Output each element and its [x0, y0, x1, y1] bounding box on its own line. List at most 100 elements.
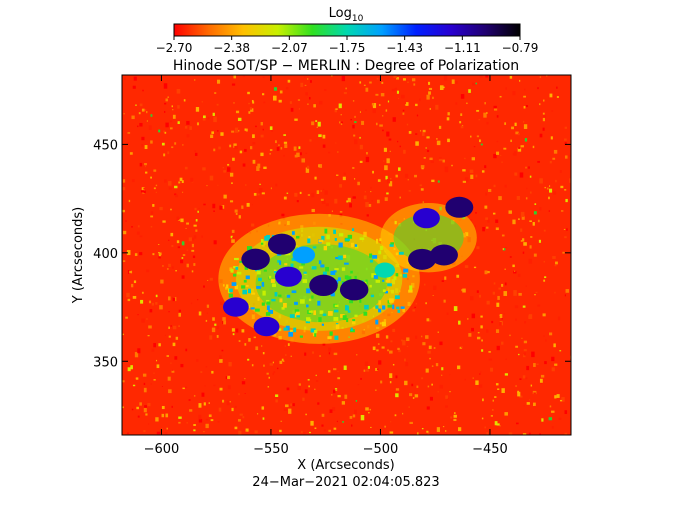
noise-speck	[227, 163, 230, 166]
noise-speck	[569, 178, 571, 183]
noise-speck	[464, 265, 469, 268]
noise-speck	[234, 405, 237, 409]
noise-speck	[332, 407, 336, 412]
noise-speck	[485, 192, 488, 196]
noise-speck	[163, 130, 165, 133]
noise-speck	[186, 249, 189, 251]
noise-speck	[168, 326, 171, 329]
noise-speck	[421, 335, 423, 338]
noise-speck	[269, 149, 273, 151]
noise-speck	[548, 196, 550, 200]
noise-speck	[427, 81, 431, 85]
noise-speck	[202, 117, 206, 121]
noise-speck	[280, 420, 283, 422]
noise-speck	[214, 92, 217, 94]
noise-speck	[433, 285, 437, 290]
noise-speck	[479, 75, 483, 78]
noise-speck	[521, 215, 525, 220]
noise-speck	[441, 374, 443, 376]
noise-speck	[421, 377, 424, 380]
noise-speck	[242, 163, 246, 167]
noise-speck	[321, 413, 325, 417]
plage-speck	[311, 266, 317, 270]
noise-speck	[343, 92, 347, 95]
noise-speck	[458, 427, 462, 432]
noise-speck	[495, 329, 500, 333]
noise-speck	[532, 405, 535, 407]
noise-speck	[293, 146, 297, 151]
noise-speck	[523, 349, 527, 352]
noise-speck	[294, 154, 298, 158]
noise-speck	[328, 429, 331, 432]
noise-speck	[151, 348, 155, 352]
noise-speck	[312, 351, 314, 354]
noise-speck	[530, 236, 533, 238]
noise-speck	[193, 395, 196, 397]
noise-speck	[181, 275, 185, 279]
noise-speck	[354, 115, 356, 118]
noise-speck	[479, 139, 481, 143]
noise-speck	[232, 333, 235, 336]
noise-speck	[314, 427, 317, 429]
noise-speck	[213, 148, 216, 152]
noise-speck	[473, 266, 477, 269]
colorbar-tick-label: −2.38	[213, 41, 250, 55]
noise-speck	[488, 188, 492, 192]
noise-speck	[389, 350, 393, 354]
noise-speck	[170, 232, 174, 237]
noise-speck	[335, 142, 337, 144]
noise-speck	[155, 184, 158, 187]
plage-speck	[247, 288, 252, 294]
noise-speck	[460, 125, 464, 129]
noise-speck	[544, 276, 547, 279]
noise-speck	[143, 190, 146, 194]
noise-speck	[401, 339, 403, 342]
noise-speck	[185, 227, 187, 229]
noise-speck	[205, 423, 209, 429]
noise-speck	[555, 261, 558, 265]
noise-speck	[510, 139, 512, 143]
noise-speck	[181, 241, 185, 246]
plage-speck	[408, 289, 413, 293]
noise-speck	[374, 389, 377, 391]
noise-speck	[260, 152, 264, 157]
noise-speck	[475, 174, 478, 178]
noise-speck	[142, 191, 145, 194]
noise-speck	[337, 371, 339, 373]
noise-speck	[381, 346, 385, 349]
noise-speck	[422, 129, 426, 133]
noise-speck	[317, 402, 320, 405]
noise-speck	[552, 157, 556, 160]
noise-speck	[336, 174, 339, 176]
noise-speck	[405, 362, 409, 367]
noise-speck	[496, 151, 500, 155]
plage-speck	[300, 299, 305, 304]
noise-speck	[480, 315, 483, 318]
noise-speck	[378, 104, 381, 106]
noise-speck	[286, 192, 289, 194]
noise-speck	[416, 432, 419, 435]
noise-speck	[435, 363, 439, 367]
noise-speck	[421, 132, 425, 136]
noise-speck	[426, 81, 428, 83]
noise-speck	[533, 253, 537, 257]
noise-speck	[415, 103, 418, 107]
plage-speck	[333, 317, 339, 321]
noise-speck	[539, 133, 543, 138]
noise-speck	[139, 402, 142, 406]
noise-speck	[311, 192, 315, 198]
noise-speck	[467, 318, 469, 320]
noise-speck	[164, 334, 166, 336]
noise-speck	[244, 128, 247, 131]
noise-speck	[132, 384, 136, 387]
plage-speck	[251, 292, 256, 295]
noise-speck	[149, 309, 153, 313]
noise-speck	[127, 432, 129, 434]
noise-speck	[134, 352, 139, 358]
noise-speck	[287, 343, 290, 346]
noise-speck	[177, 105, 180, 109]
noise-speck	[438, 125, 442, 129]
noise-speck	[396, 90, 400, 94]
noise-speck	[217, 421, 220, 423]
noise-speck	[234, 426, 238, 430]
